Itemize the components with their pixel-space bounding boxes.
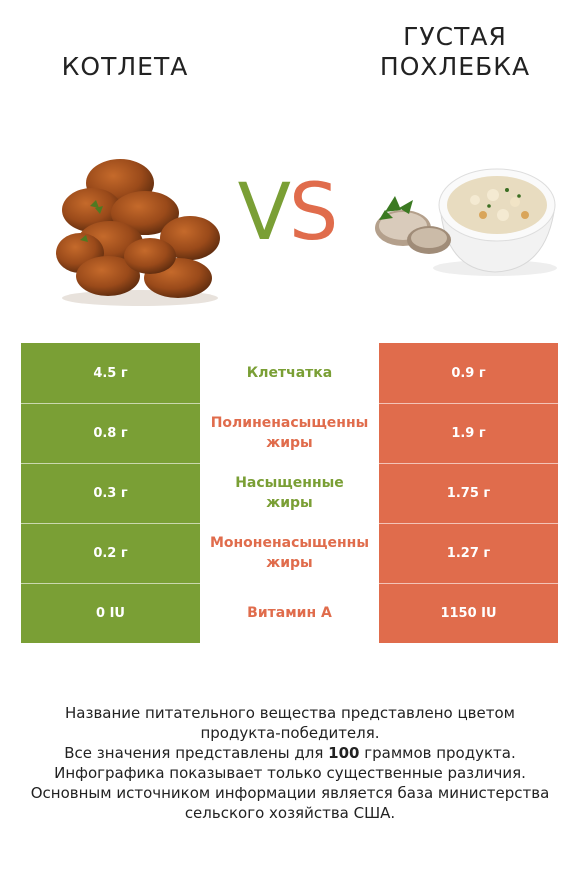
left-value: 0 IU	[21, 583, 200, 643]
right-value: 1.27 г	[379, 523, 558, 583]
table-row: 0 IU Витамин A 1150 IU	[21, 583, 558, 643]
table-row: 4.5 г Клетчатка 0.9 г	[21, 343, 558, 403]
row-divider	[379, 523, 558, 524]
row-divider	[21, 523, 200, 524]
left-value: 0.2 г	[21, 523, 200, 583]
left-food-title: КОТЛЕТА	[61, 52, 189, 81]
table-row: 0.8 г Полиненасыщенны жиры 1.9 г	[21, 403, 558, 463]
nutrient-label-line2: жиры	[266, 495, 313, 511]
footer-line: продукта-победителя.	[200, 724, 380, 742]
footer-line: Все значения представлены для 100 граммо…	[20, 743, 560, 763]
left-value: 0.8 г	[21, 403, 200, 463]
footer-bold-value: 100	[328, 744, 360, 762]
nutrient-label-line1: Мононенасыщенны	[209, 535, 370, 551]
right-food-title-line2: ПОХЛЕБКА	[379, 52, 531, 81]
footer-text: Все значения представлены для	[64, 744, 329, 762]
meatball-cutlets-image	[56, 159, 220, 306]
nutrient-label: Насыщенные жиры	[200, 463, 379, 523]
comparison-table: 4.5 г Клетчатка 0.9 г 0.8 г Полиненасыще…	[21, 343, 558, 643]
footer-note: Название питательного вещества представл…	[20, 703, 560, 823]
footer-line: Название питательного вещества представл…	[65, 704, 515, 722]
row-divider	[21, 403, 200, 404]
nutrient-label-line1: Клетчатка	[246, 365, 333, 381]
row-divider	[379, 463, 558, 464]
footer-line: сельского хозяйства США.	[184, 804, 396, 822]
nutrient-label-line2: жиры	[266, 555, 313, 571]
right-value: 0.9 г	[379, 343, 558, 403]
right-value: 1.9 г	[379, 403, 558, 463]
right-food-title: ГУСТАЯ ПОХЛЕБКА	[355, 22, 555, 82]
nutrient-label-line2: жиры	[266, 435, 313, 451]
right-food-title-line1: ГУСТАЯ	[403, 22, 507, 51]
nutrient-label: Полиненасыщенны жиры	[200, 403, 379, 463]
nutrient-label-line1: Витамин A	[247, 605, 332, 621]
versus-s: S	[288, 168, 338, 258]
left-value: 0.3 г	[21, 463, 200, 523]
row-divider	[21, 463, 200, 464]
footer-text: граммов продукта.	[359, 744, 516, 762]
table-row: 0.2 г Мононенасыщенны жиры 1.27 г	[21, 523, 558, 583]
nutrient-label: Витамин A	[200, 583, 379, 643]
clam-chowder-image	[375, 168, 557, 276]
row-divider	[379, 403, 558, 404]
right-value: 1150 IU	[379, 583, 558, 643]
left-value: 4.5 г	[21, 343, 200, 403]
versus-label: VS	[222, 168, 352, 258]
right-value: 1.75 г	[379, 463, 558, 523]
nutrient-label: Клетчатка	[200, 343, 379, 403]
nutrient-label: Мононенасыщенны жиры	[200, 523, 379, 583]
versus-v: V	[237, 168, 291, 258]
footer-line: Инфографика показывает только существенн…	[54, 764, 526, 782]
footer-line: Основным источником информации является …	[30, 784, 550, 802]
table-row: 0.3 г Насыщенные жиры 1.75 г	[21, 463, 558, 523]
row-divider	[21, 583, 200, 584]
nutrient-label-line1: Насыщенные	[235, 475, 344, 491]
row-divider	[379, 583, 558, 584]
nutrient-label-line1: Полиненасыщенны	[210, 415, 369, 431]
